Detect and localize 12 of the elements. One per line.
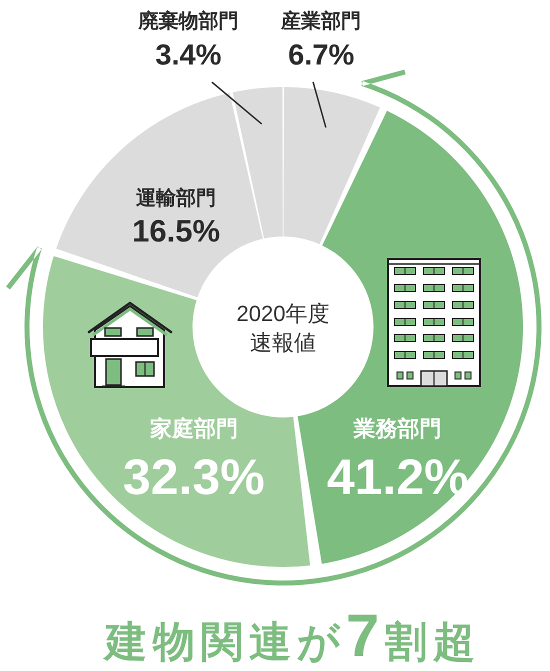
data-label: 6.7% bbox=[288, 40, 354, 72]
text: 2020年度速報値 bbox=[236, 300, 330, 357]
slice-label: 家庭部門 bbox=[148, 416, 238, 441]
text: 建物関連が7割超 bbox=[104, 602, 482, 669]
data-label: 41.2% bbox=[326, 448, 469, 505]
slice-label: 運輸部門 bbox=[135, 186, 216, 210]
slice-label: 廃棄物部門 bbox=[137, 10, 238, 32]
data-label: 3.4% bbox=[155, 40, 222, 72]
slice-label: 産業部門 bbox=[280, 10, 362, 32]
slice-label: 業務部門 bbox=[352, 416, 442, 441]
data-label: 16.5% bbox=[132, 213, 220, 248]
data-label: 32.3% bbox=[122, 448, 265, 505]
